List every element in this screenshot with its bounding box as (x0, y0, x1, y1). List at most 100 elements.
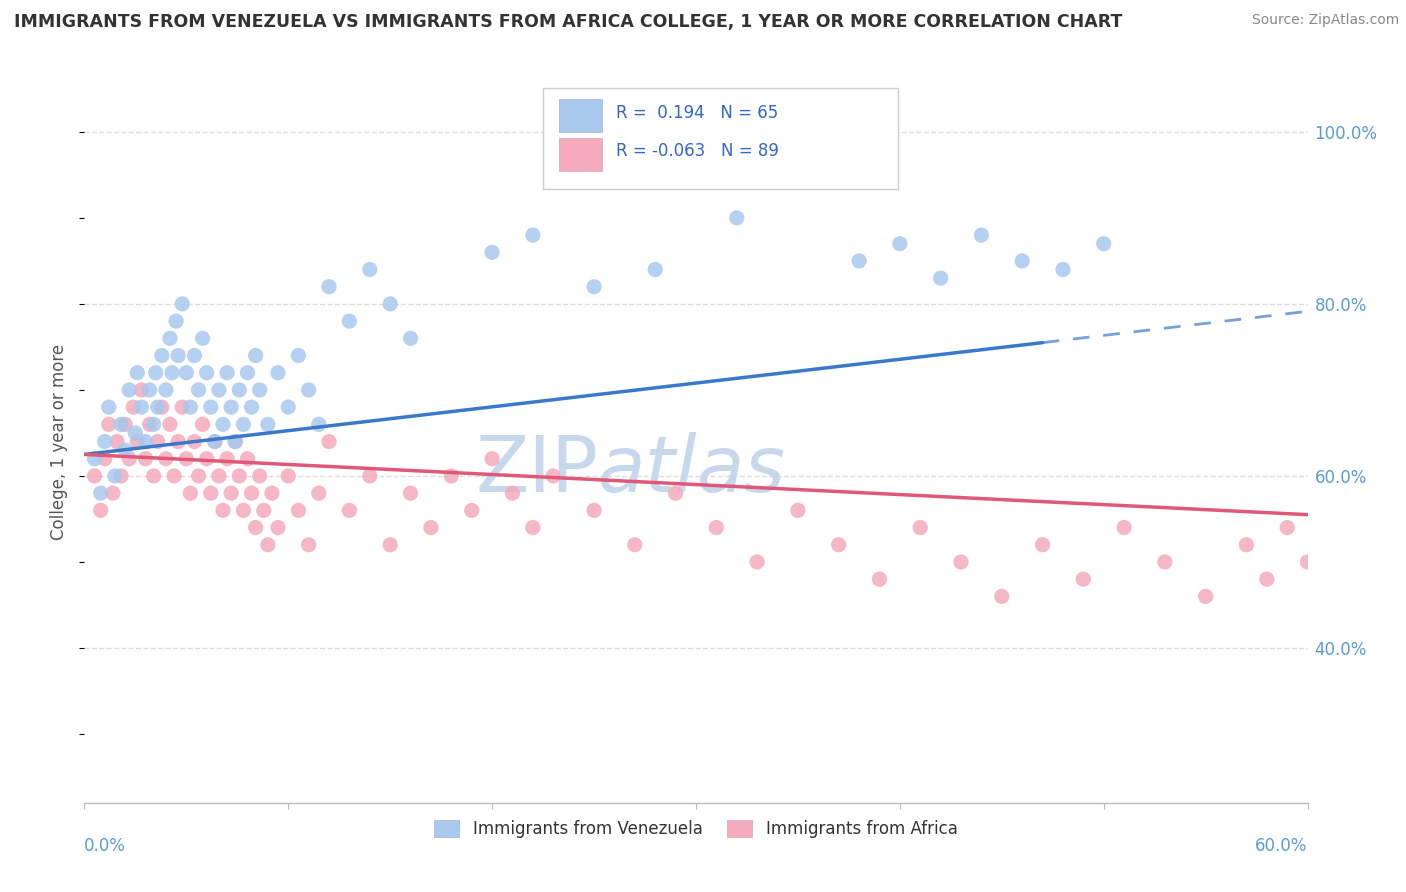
Point (219, 486, 242, 500)
Point (114, 443, 136, 458)
Point (204, 434, 226, 449)
Point (228, 383, 250, 397)
Point (267, 520, 290, 534)
Text: R = -0.063   N = 89: R = -0.063 N = 89 (616, 142, 779, 160)
Point (583, 503, 606, 517)
Point (131, 383, 153, 397)
Point (1154, 555, 1177, 569)
Point (440, 469, 463, 483)
Point (522, 520, 544, 534)
Point (359, 469, 381, 483)
Point (339, 503, 361, 517)
Point (191, 417, 214, 432)
Point (131, 400, 153, 414)
Point (399, 486, 422, 500)
FancyBboxPatch shape (560, 138, 602, 170)
Point (135, 434, 157, 449)
Point (1011, 253, 1033, 268)
Point (159, 417, 181, 432)
Point (195, 366, 218, 380)
Point (1236, 538, 1258, 552)
Point (114, 417, 136, 432)
Text: atlas: atlas (598, 433, 786, 508)
Point (172, 297, 194, 311)
Point (1032, 538, 1054, 552)
Point (204, 434, 226, 449)
Point (208, 469, 231, 483)
Point (155, 383, 177, 397)
Point (970, 228, 993, 243)
Point (249, 469, 271, 483)
Point (163, 469, 186, 483)
Point (1296, 555, 1319, 569)
Point (889, 236, 911, 251)
Point (747, 555, 769, 569)
Point (195, 451, 218, 466)
Point (260, 486, 283, 500)
Point (142, 469, 165, 483)
Point (167, 434, 190, 449)
Point (481, 245, 503, 260)
Point (420, 520, 443, 534)
Point (380, 297, 402, 311)
Point (224, 434, 246, 449)
Point (522, 228, 544, 243)
Point (217, 366, 239, 380)
Point (179, 486, 201, 500)
Point (83, 469, 105, 483)
Point (219, 400, 242, 414)
Point (200, 400, 222, 414)
Point (232, 503, 254, 517)
Point (318, 279, 340, 293)
Point (208, 383, 231, 397)
Point (1256, 572, 1278, 586)
Point (159, 331, 181, 345)
Point (787, 503, 810, 517)
Point (110, 417, 132, 432)
Point (212, 503, 235, 517)
Point (240, 400, 263, 414)
Text: ZIP: ZIP (475, 433, 598, 508)
Point (1052, 262, 1074, 277)
Point (359, 262, 381, 277)
Point (93, 451, 115, 466)
Point (118, 383, 141, 397)
Point (183, 349, 205, 363)
Point (277, 469, 299, 483)
Point (83, 451, 105, 466)
Text: 60.0%: 60.0% (1256, 838, 1308, 855)
Point (644, 262, 666, 277)
Point (848, 253, 870, 268)
Point (1337, 590, 1360, 604)
Point (249, 383, 271, 397)
Point (135, 451, 157, 466)
Point (174, 366, 197, 380)
Point (97, 400, 120, 414)
Point (110, 469, 132, 483)
Point (583, 279, 606, 293)
Point (200, 486, 222, 500)
Point (101, 486, 124, 500)
Point (665, 486, 688, 500)
Point (240, 486, 263, 500)
Point (122, 400, 145, 414)
Point (277, 400, 299, 414)
Point (910, 520, 932, 534)
Point (146, 434, 169, 449)
Point (1114, 520, 1136, 534)
Point (142, 417, 165, 432)
Point (145, 366, 167, 380)
Point (318, 434, 340, 449)
Point (179, 400, 201, 414)
Point (232, 417, 254, 432)
Point (706, 520, 728, 534)
Point (339, 314, 361, 328)
Point (929, 271, 952, 285)
Point (217, 451, 239, 466)
Point (228, 469, 250, 483)
Point (461, 503, 484, 517)
Point (308, 417, 330, 432)
Point (155, 451, 177, 466)
Point (543, 469, 565, 483)
Point (245, 349, 267, 363)
